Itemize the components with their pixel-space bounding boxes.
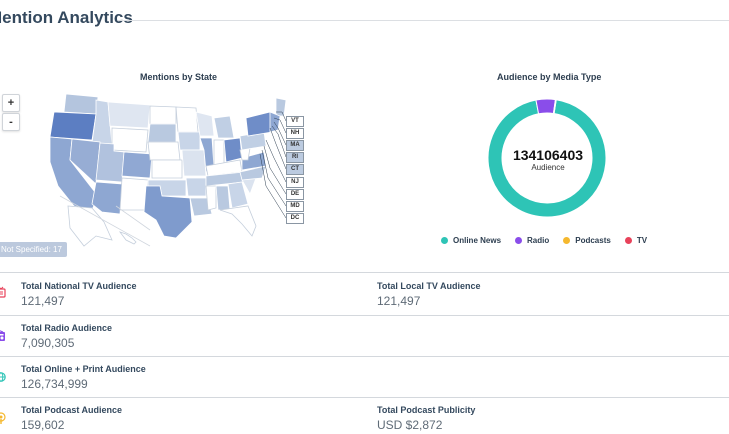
state-wa[interactable] <box>63 93 99 115</box>
radio-icon <box>0 330 5 341</box>
state-mt[interactable] <box>107 101 151 129</box>
metrics-divider <box>0 272 729 273</box>
state-sd[interactable] <box>147 123 177 143</box>
donut-slice-online-news[interactable] <box>487 99 607 218</box>
radio-label: Total Radio Audience <box>21 323 113 333</box>
legend-dot-icon <box>624 237 632 244</box>
state-box-nh[interactable]: NH <box>286 128 304 139</box>
zoom-out-button[interactable]: - <box>2 113 20 131</box>
legend-label: Podcasts <box>575 236 611 245</box>
donut-slice-tv[interactable] <box>553 99 557 115</box>
state-hi[interactable] <box>118 231 137 245</box>
state-mi[interactable] <box>213 115 235 139</box>
state-ne[interactable] <box>147 141 181 161</box>
state-box-de[interactable]: DE <box>286 189 304 200</box>
donut-slice-radio[interactable] <box>535 98 557 115</box>
state-nd[interactable] <box>149 105 177 125</box>
podcast-label: Total Podcast Audience <box>21 405 123 415</box>
donut-legend: Online News Radio Podcasts TV <box>441 236 647 245</box>
local-tv-label: Total Local TV Audience <box>377 281 481 291</box>
radio-value: 7,090,305 <box>21 336 75 350</box>
state-ga[interactable] <box>227 181 249 209</box>
state-co[interactable] <box>121 151 153 179</box>
globe-icon <box>0 372 6 382</box>
section-divider <box>118 20 729 21</box>
state-ak[interactable] <box>67 205 113 247</box>
state-al[interactable] <box>215 185 231 211</box>
legend-dot-icon <box>515 237 523 244</box>
metrics-divider <box>0 397 729 398</box>
national-tv-value: 121,497 <box>21 294 65 308</box>
state-wy[interactable] <box>111 127 149 153</box>
legend-item-podcasts[interactable]: Podcasts <box>563 236 611 245</box>
legend-item-online-news[interactable]: Online News <box>441 236 501 245</box>
metrics-divider <box>0 315 729 316</box>
state-box-ri[interactable]: RI <box>286 152 304 163</box>
state-box-vt[interactable]: VT <box>286 116 304 127</box>
legend-label: Online News <box>453 236 502 245</box>
state-ar[interactable] <box>185 177 207 197</box>
online-print-label: Total Online + Print Audience <box>21 364 146 374</box>
audience-donut-chart <box>487 98 607 218</box>
state-nc[interactable] <box>239 165 267 181</box>
legend-item-tv[interactable]: TV <box>624 236 648 245</box>
legend-dot-icon <box>563 237 571 244</box>
donut-sublabel: Audience <box>531 163 565 172</box>
state-mo[interactable] <box>181 149 207 177</box>
state-or[interactable] <box>49 111 97 141</box>
zoom-in-button[interactable]: + <box>2 94 20 112</box>
tv-icon <box>0 286 6 298</box>
podcast-publicity-value: USD $2,872 <box>377 418 443 432</box>
state-box-dc[interactable]: DC <box>286 213 304 224</box>
state-ia[interactable] <box>177 131 201 151</box>
section-title: Mention Analytics <box>0 8 133 27</box>
state-ny[interactable] <box>245 111 273 137</box>
metrics-divider <box>0 356 729 357</box>
state-me[interactable] <box>275 97 287 117</box>
state-fl[interactable] <box>219 205 257 237</box>
legend-label: Radio <box>527 236 550 245</box>
state-box-ct[interactable]: CT <box>286 164 304 175</box>
state-in[interactable] <box>213 139 225 167</box>
state-tx[interactable] <box>143 185 193 239</box>
podcast-value: 159,602 <box>21 418 65 432</box>
us-choropleth-map <box>49 93 287 247</box>
online-print-value: 126,734,999 <box>21 377 88 391</box>
state-box-ma[interactable]: MA <box>286 140 304 151</box>
donut-title: Audience by Media Type <box>497 72 602 82</box>
donut-total: 134106403 <box>512 147 584 163</box>
state-la[interactable] <box>189 197 213 217</box>
map-title: Mentions by State <box>140 72 218 82</box>
state-ks[interactable] <box>151 159 183 179</box>
state-oh[interactable] <box>223 137 243 163</box>
legend-label: TV <box>636 236 648 245</box>
podcast-publicity-label: Total Podcast Publicity <box>377 405 476 415</box>
state-wi[interactable] <box>195 111 215 137</box>
state-mn[interactable] <box>175 106 199 133</box>
legend-dot-icon <box>441 237 448 244</box>
section-header: Mention Analytics <box>0 8 729 32</box>
local-tv-value: 121,497 <box>377 294 421 308</box>
state-ms[interactable] <box>205 185 217 211</box>
podcast-icon <box>0 412 6 424</box>
state-az[interactable] <box>91 181 123 215</box>
not-specified-badge: Not Specified: 17 <box>0 242 67 257</box>
state-box-nj[interactable]: NJ <box>286 177 304 188</box>
state-nm[interactable] <box>119 177 149 211</box>
state-box-md[interactable]: MD <box>286 201 304 212</box>
national-tv-label: Total National TV Audience <box>21 281 137 291</box>
legend-item-radio[interactable]: Radio <box>515 236 549 245</box>
